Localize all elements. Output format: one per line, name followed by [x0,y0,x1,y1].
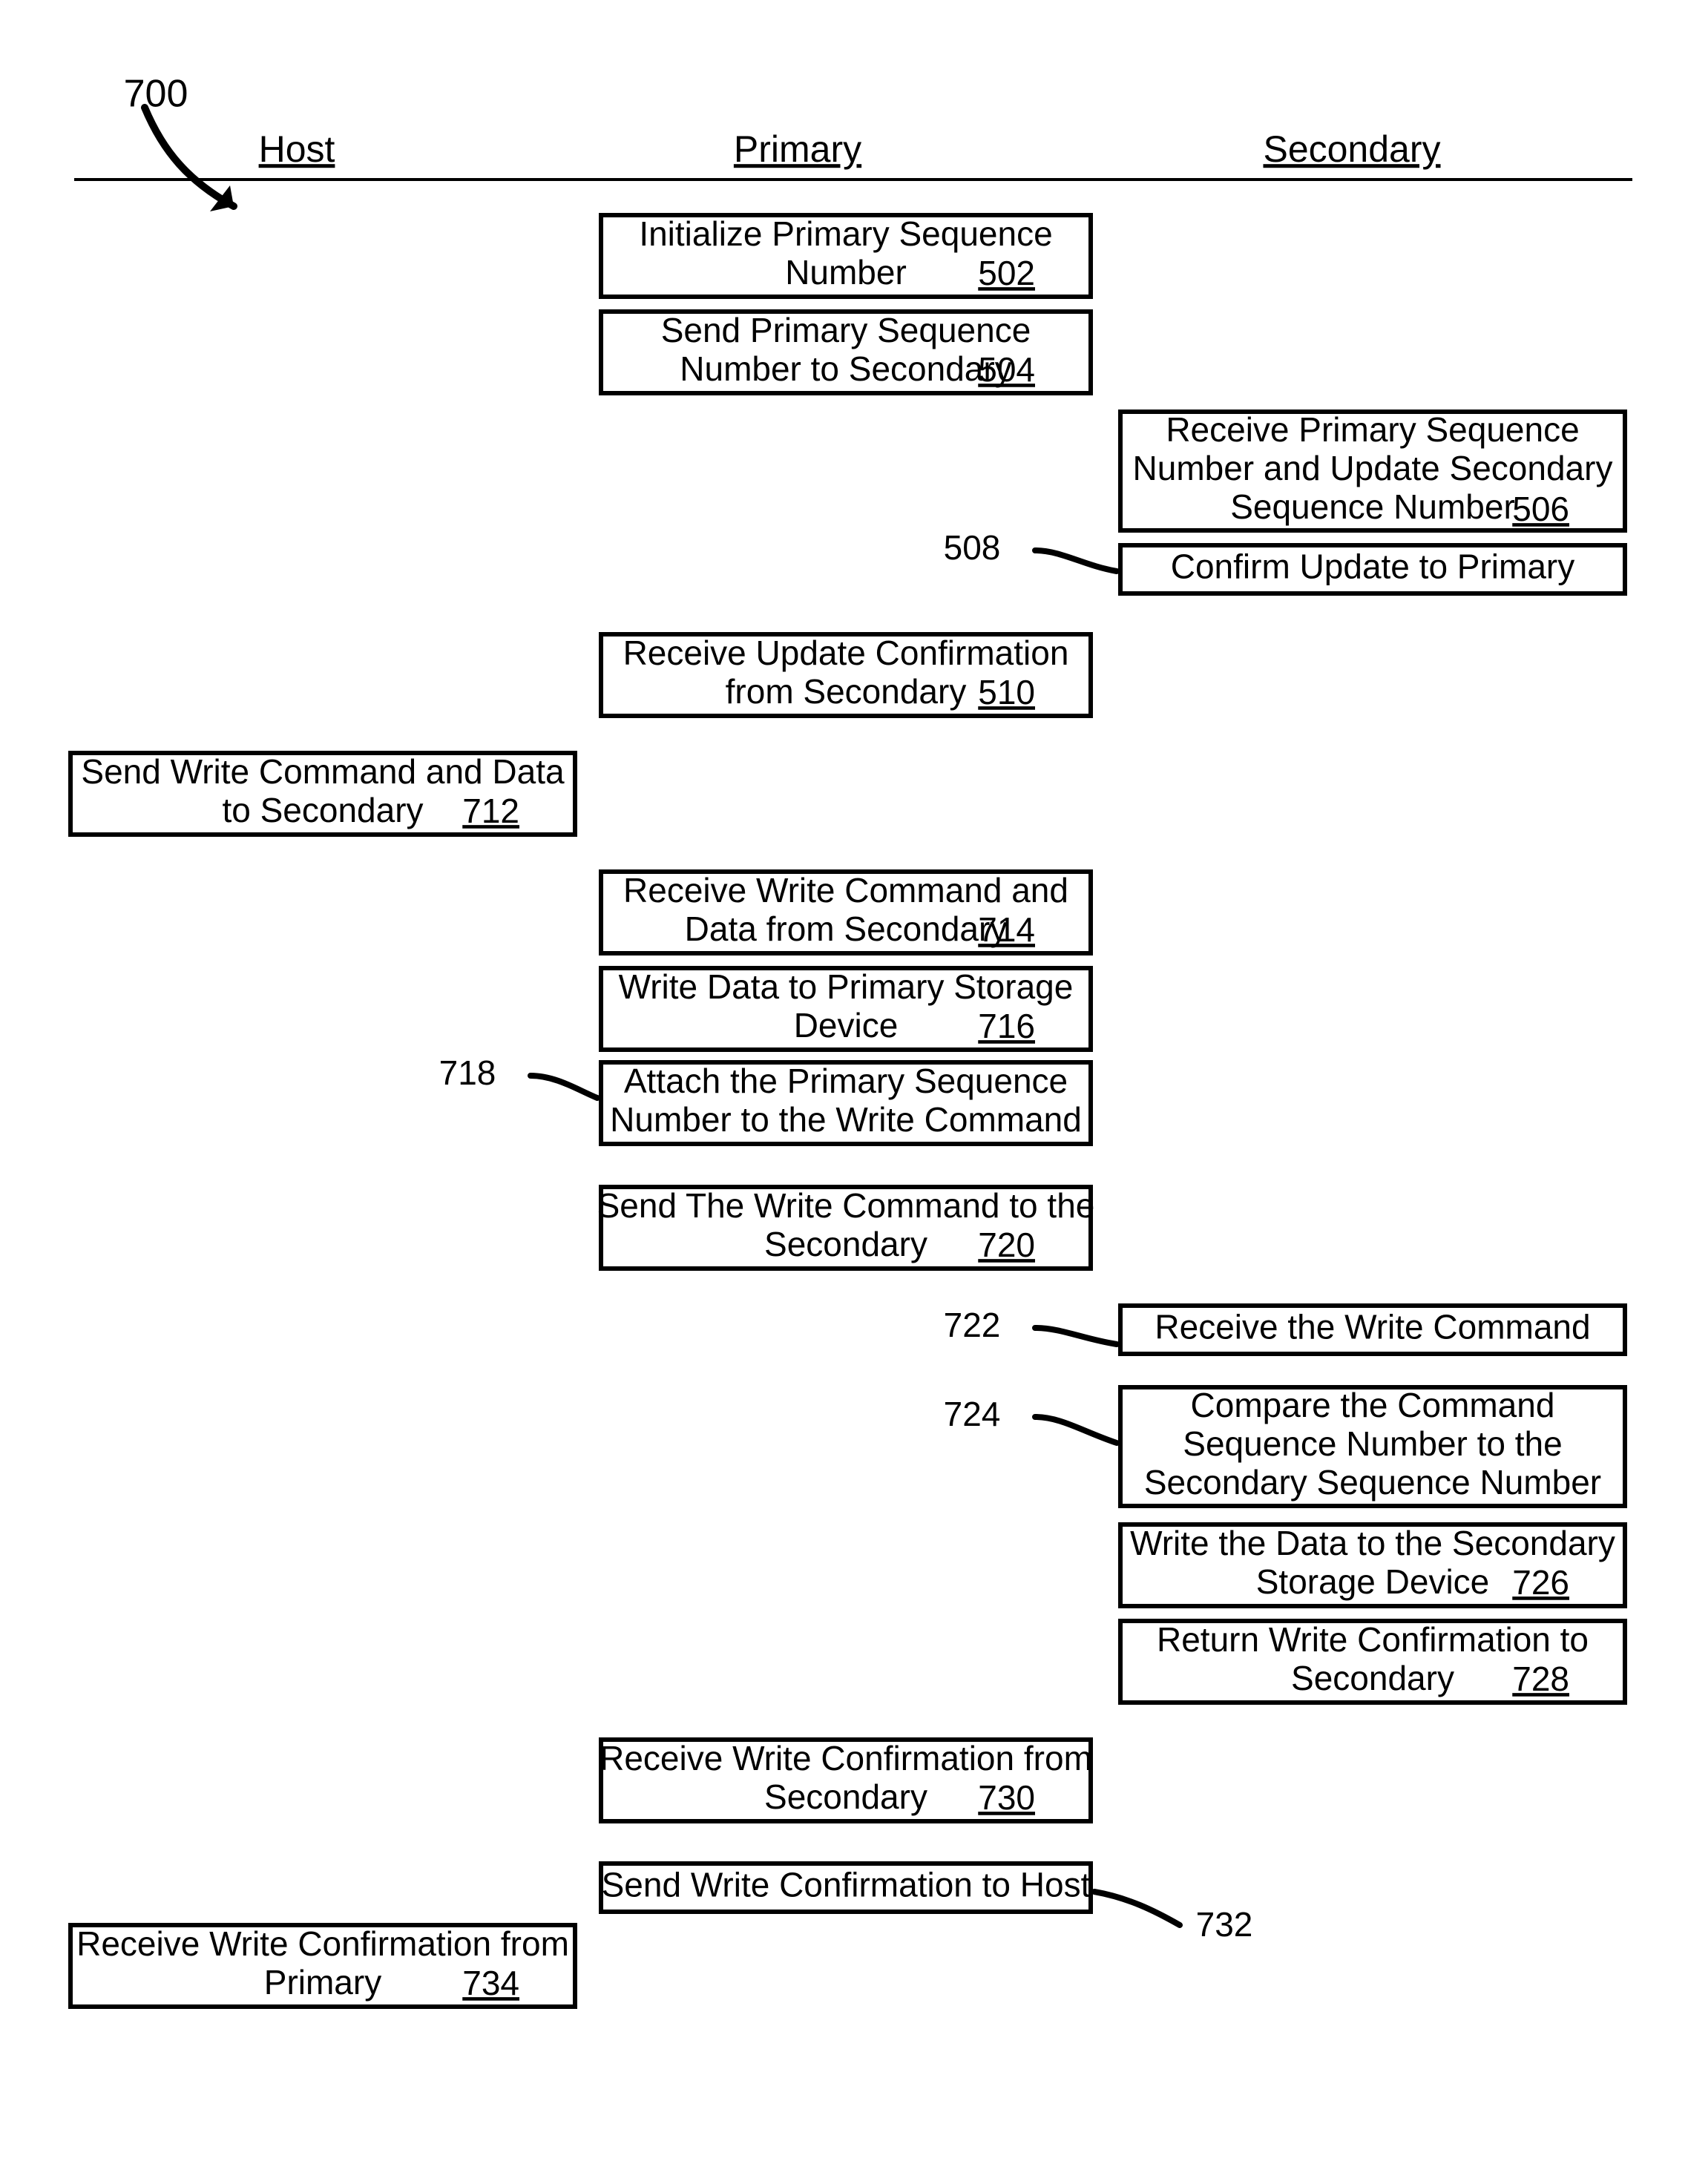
step-text: Receive Primary Sequence [1166,410,1579,449]
step-ref-726: 726 [1512,1563,1569,1602]
step-text: Number [785,253,907,292]
step-510: Receive Update Confirmationfrom Secondar… [601,634,1091,716]
step-ref-720: 720 [978,1226,1035,1264]
step-text: from Secondary [726,672,967,711]
step-734: Receive Write Confirmation fromPrimary 73… [70,1924,575,2007]
step-716: Write Data to Primary StorageDevice 716 [601,967,1091,1050]
step-text: Write Data to Primary Storage [619,967,1074,1006]
step-b718: Attach the Primary SequenceNumber to the… [601,1062,1091,1144]
column-header-host: Host [259,128,335,170]
step-text: Number to Secondary [680,349,1011,388]
step-text: Send The Write Command to the [597,1186,1095,1225]
step-text: Number to the Write Command [610,1100,1082,1139]
step-714: Receive Write Command andData from Secon… [601,871,1091,953]
step-ref-510: 510 [978,673,1035,711]
step-text: Write the Data to the Secondary [1130,1524,1615,1562]
step-text: Send Write Confirmation to Host [602,1866,1091,1904]
step-ref-502: 502 [978,254,1035,292]
callout-label-732: 732 [1196,1905,1253,1944]
step-text: to Secondary [222,791,423,829]
step-text: Number and Update Secondary [1133,449,1613,487]
step-504: Send Primary SequenceNumber to Secondary… [601,311,1091,393]
step-728: Return Write Confirmation toSecondary 728 [1120,1620,1625,1703]
step-506: Receive Primary SequenceNumber and Updat… [1120,410,1625,530]
step-ref-506: 506 [1512,490,1569,528]
step-text: Send Write Command and Data [81,752,565,791]
step-text: Receive Update Confirmation [623,634,1069,672]
step-text: Primary [264,1963,381,2002]
step-text: Sequence Number [1230,487,1515,526]
callout-label-718: 718 [439,1053,496,1092]
step-text: Compare the Command [1191,1386,1555,1424]
callout-label-508: 508 [944,528,1001,567]
step-text: Initialize Primary Sequence [639,214,1052,253]
step-text: Secondary Sequence Number [1144,1463,1601,1502]
step-b722: Receive the Write Command [1120,1306,1625,1354]
step-b732: Send Write Confirmation to Host [601,1864,1091,1912]
step-text: Receive the Write Command [1155,1308,1590,1346]
step-712: Send Write Command and Datato Secondary 7… [70,752,575,835]
step-text: Return Write Confirmation to [1157,1620,1589,1659]
step-text: Data from Secondary [685,910,1008,948]
step-text: Secondary [764,1777,927,1816]
step-text: Receive Write Command and [623,871,1068,910]
step-text: Storage Device [1256,1562,1490,1601]
step-502: Initialize Primary SequenceNumber 502 [601,214,1091,297]
step-ref-716: 716 [978,1007,1035,1045]
step-text: Secondary [1291,1659,1454,1697]
step-ref-734: 734 [462,1964,519,2002]
step-text: Sequence Number to the [1183,1424,1562,1463]
step-ref-712: 712 [462,792,519,830]
step-ref-714: 714 [978,910,1035,949]
step-730: Receive Write Confirmation fromSecondary… [600,1739,1092,1821]
step-ref-504: 504 [978,350,1035,389]
step-b724: Compare the CommandSequence Number to th… [1120,1386,1625,1506]
step-text: Device [794,1006,899,1045]
step-ref-728: 728 [1512,1660,1569,1698]
step-text: Attach the Primary Sequence [624,1062,1068,1100]
step-ref-730: 730 [978,1778,1035,1817]
step-720: Send The Write Command to theSecondary 72… [597,1186,1095,1269]
step-text: Receive Write Confirmation from [76,1924,569,1963]
step-text: Confirm Update to Primary [1171,547,1575,586]
step-726: Write the Data to the SecondaryStorage D… [1120,1524,1625,1606]
figure-number: 700 [124,73,188,116]
step-text: Secondary [764,1225,927,1263]
callout-label-722: 722 [944,1306,1001,1344]
step-text: Receive Write Confirmation from [600,1739,1092,1777]
step-b508: Confirm Update to Primary [1120,545,1625,593]
callout-label-724: 724 [944,1395,1001,1433]
column-header-primary: Primary [734,128,861,170]
column-header-secondary: Secondary [1263,128,1440,170]
step-text: Send Primary Sequence [661,311,1031,349]
